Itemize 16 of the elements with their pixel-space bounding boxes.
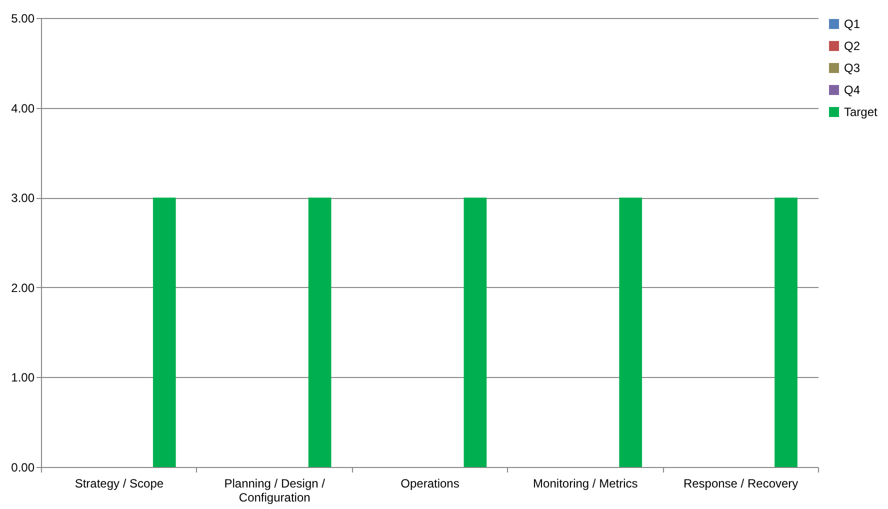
y-tick-label: 5.00: [11, 12, 35, 26]
legend-label: Q3: [844, 61, 860, 75]
x-tick-label: Operations: [400, 476, 460, 490]
legend-label: Target: [844, 105, 878, 119]
legend-label: Q4: [844, 83, 860, 97]
legend-label: Q1: [844, 17, 860, 31]
y-tick-label: 0.00: [11, 460, 35, 474]
y-tick-label: 2.00: [11, 280, 35, 295]
legend-label: Q2: [844, 39, 860, 53]
x-tick-label: Strategy / Scope: [74, 476, 164, 490]
y-tick-label: 4.00: [11, 101, 35, 116]
y-tick-label: 1.00: [11, 370, 35, 385]
x-tick-label: Response / Recovery: [683, 476, 798, 490]
x-tick-label: Planning / Design / Configuration: [224, 476, 326, 504]
y-tick-label: 3.00: [11, 191, 35, 206]
x-tick-label: Monitoring / Metrics: [533, 476, 638, 490]
